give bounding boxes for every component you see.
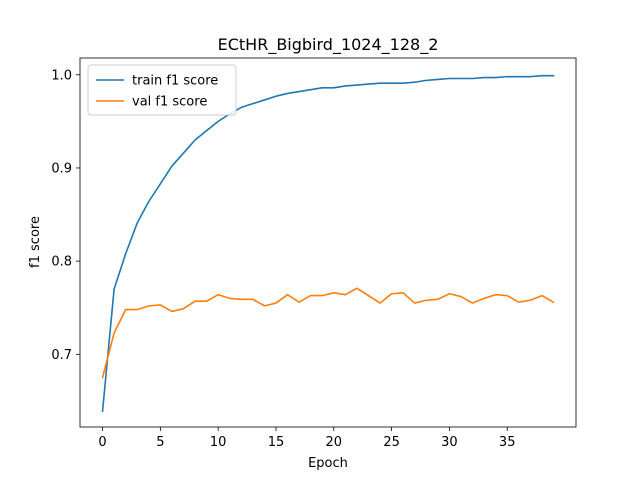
chart-title: ECtHR_Bigbird_1024_128_2 bbox=[218, 35, 439, 55]
legend-box bbox=[87, 64, 237, 116]
x-tick-label: 15 bbox=[268, 435, 285, 450]
x-tick-label: 20 bbox=[326, 435, 343, 450]
legend: train f1 score val f1 score bbox=[87, 64, 237, 116]
y-tick-label: 0.7 bbox=[51, 348, 72, 363]
y-tick-label: 0.8 bbox=[51, 255, 72, 270]
x-axis-ticks: 0 5 10 15 20 25 30 35 bbox=[98, 427, 515, 450]
x-tick-label: 5 bbox=[156, 435, 164, 450]
legend-label: val f1 score bbox=[132, 95, 207, 110]
plot-frame bbox=[79, 57, 577, 428]
legend-label: train f1 score bbox=[132, 74, 218, 89]
y-axis-label: f1 score bbox=[28, 216, 43, 268]
x-tick-label: 35 bbox=[499, 435, 516, 450]
x-tick-label: 0 bbox=[98, 435, 106, 450]
x-tick-label: 10 bbox=[210, 435, 227, 450]
series-line-val bbox=[101, 287, 555, 379]
series-lines bbox=[101, 74, 555, 413]
plot-area bbox=[79, 57, 577, 428]
x-tick-label: 30 bbox=[441, 435, 458, 450]
y-tick-label: 0.9 bbox=[51, 161, 72, 176]
y-tick-label: 1.0 bbox=[51, 68, 72, 83]
series-line-train bbox=[101, 74, 555, 413]
x-axis-label: Epoch bbox=[308, 456, 348, 471]
x-tick-label: 25 bbox=[383, 435, 400, 450]
y-axis-ticks: 0.7 0.8 0.9 1.0 bbox=[51, 68, 80, 363]
